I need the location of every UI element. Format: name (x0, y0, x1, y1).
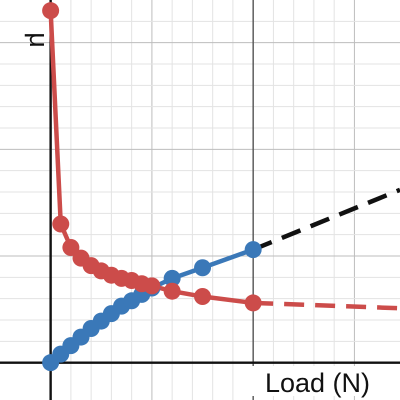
series-0-extrapolation-line (252, 187, 400, 252)
y-axis-label: μ (24, 32, 54, 48)
chart-series-points (42, 2, 262, 372)
series-1-point (194, 288, 212, 306)
x-axis-label-background (234, 366, 372, 396)
chart-axis-labels: Load (N) μ (24, 32, 372, 398)
x-axis-label: Load (N) (265, 368, 370, 398)
series-0-point (194, 259, 212, 277)
series-0-point (163, 269, 181, 287)
series-1-extrapolation-line (253, 300, 400, 311)
chart-series-lines (48, 8, 400, 365)
series-1-point (163, 282, 181, 300)
series-1-point (42, 2, 60, 20)
series-1-point (62, 238, 80, 256)
series-1-point (244, 294, 262, 312)
series-1-point (52, 215, 70, 233)
series-0-point (244, 241, 262, 259)
series-1-point (143, 277, 161, 295)
